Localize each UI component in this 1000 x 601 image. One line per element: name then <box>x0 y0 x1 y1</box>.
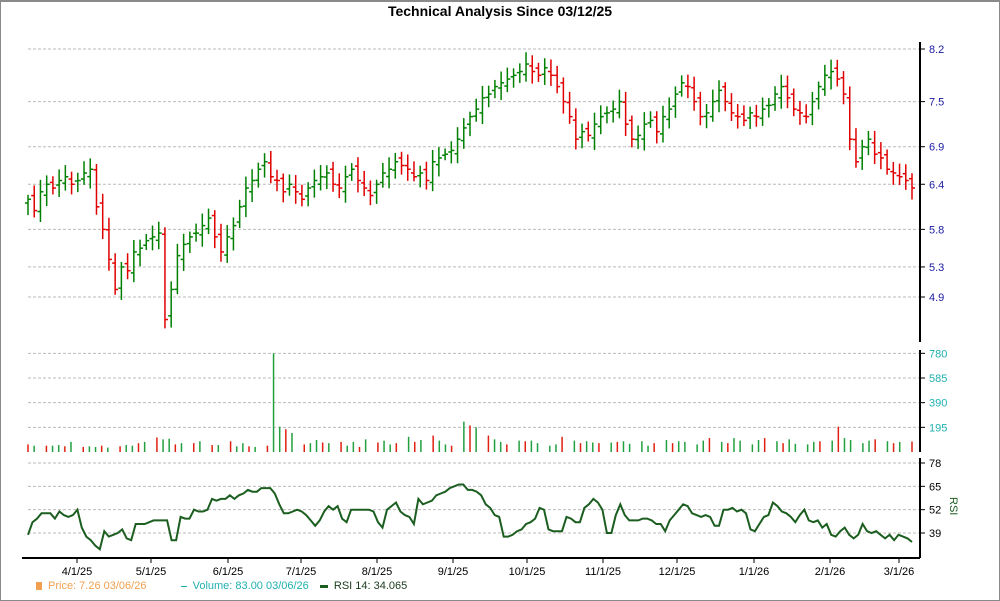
x-axis-label: 12/1/25 <box>659 566 696 578</box>
rsi-axis-label: 78 <box>929 458 941 470</box>
volume-axis-label: 390 <box>929 398 947 410</box>
x-axis-label: 1/1/26 <box>739 566 770 578</box>
rsi-legend: RSI 14: 34.065 <box>333 580 408 592</box>
x-axis-label: 6/1/25 <box>213 566 244 578</box>
x-axis-label: 9/1/25 <box>438 566 469 578</box>
volume-axis-label: 585 <box>929 373 947 385</box>
rsi-axis-label: 39 <box>929 528 941 540</box>
x-axis-label: 3/1/26 <box>884 566 915 578</box>
volume-axis-label: 195 <box>929 422 947 434</box>
x-axis-label: 7/1/25 <box>286 566 317 578</box>
price-axis-label: 6.4 <box>929 179 944 191</box>
price-axis-label: 7.5 <box>929 97 944 109</box>
chart-legend: Price: 7.26 03/06/26 Volume: 83.00 03/06… <box>36 580 411 592</box>
x-axis-label: 10/1/25 <box>509 566 546 578</box>
price-axis-label: 6.9 <box>929 142 944 154</box>
rsi-axis-title: RSI <box>947 497 959 515</box>
rsi-axis-label: 52 <box>929 505 941 517</box>
price-legend-swatch-icon <box>36 582 42 591</box>
x-axis-label: 11/1/25 <box>585 566 621 578</box>
volume-legend: Volume: 83.00 03/06/26 <box>192 580 309 592</box>
volume-axis-label: 780 <box>929 348 947 360</box>
rsi-axis-label: 65 <box>929 481 941 493</box>
price-axis-label: 5.3 <box>929 262 944 274</box>
price-axis-label: 4.9 <box>929 292 944 304</box>
rsi-line <box>27 483 913 551</box>
rsi-legend-swatch-icon <box>319 584 328 588</box>
price-axis-label: 5.8 <box>929 224 944 236</box>
x-axis-label: 5/1/25 <box>136 566 167 578</box>
chart-title: Technical Analysis Since 03/12/25 <box>387 3 613 19</box>
x-axis-label: 8/1/25 <box>362 566 393 578</box>
volume-legend-swatch-icon <box>180 585 187 587</box>
price-axis-label: 8.2 <box>929 44 944 56</box>
price-legend: Price: 7.26 03/06/26 <box>48 580 147 592</box>
x-axis-label: 2/1/26 <box>815 566 846 578</box>
x-axis-label: 4/1/25 <box>62 566 93 578</box>
